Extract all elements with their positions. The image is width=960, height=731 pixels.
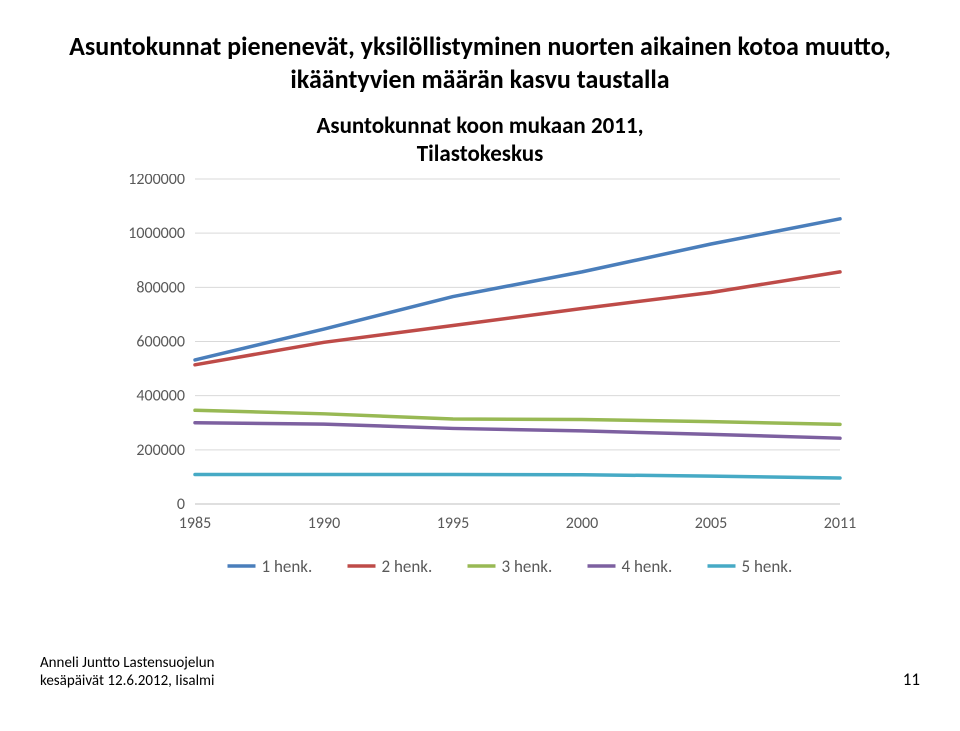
page-title: Asuntokunnat pienenevät, yksilöllistymin… [40, 30, 920, 95]
svg-text:2000: 2000 [566, 514, 598, 533]
footer: Anneli Juntto Lastensuojelun kesäpäivät … [40, 654, 920, 690]
svg-text:1200000: 1200000 [128, 174, 185, 189]
page-number: 11 [903, 669, 920, 690]
svg-text:400000: 400000 [136, 387, 185, 406]
chart-title: Asuntokunnat koon mukaan 2011, Tilastoke… [100, 113, 860, 168]
footer-author-line2: kesäpäivät 12.6.2012, Iisalmi [40, 672, 214, 690]
line-chart: 0 200000 400000 600000 800000 1000000 1200000 1… [100, 174, 860, 584]
chart-title-line1: Asuntokunnat koon mukaan 2011, [316, 112, 643, 140]
svg-text:5 henk.: 5 henk. [742, 556, 793, 577]
svg-text:1985: 1985 [179, 514, 211, 533]
svg-text:0: 0 [177, 495, 185, 514]
svg-text:800000: 800000 [136, 279, 185, 298]
svg-text:1990: 1990 [308, 514, 340, 533]
chart-title-line2: Tilastokeskus [417, 140, 544, 168]
svg-text:1000000: 1000000 [128, 224, 185, 243]
footer-author-line1: Anneli Juntto Lastensuojelun [40, 654, 215, 672]
svg-text:1995: 1995 [437, 514, 469, 533]
svg-text:2 henk.: 2 henk. [382, 556, 433, 577]
chart-container: Asuntokunnat koon mukaan 2011, Tilastoke… [100, 113, 860, 584]
page-title-line2: ikääntyvien määrän kasvu taustalla [290, 63, 669, 95]
page-title-line1: Asuntokunnat pienenevät, yksilöllistymin… [69, 30, 891, 62]
svg-text:200000: 200000 [136, 441, 185, 460]
svg-text:600000: 600000 [136, 333, 185, 352]
svg-text:1 henk.: 1 henk. [262, 556, 313, 577]
svg-text:4 henk.: 4 henk. [622, 556, 673, 577]
svg-text:3 henk.: 3 henk. [502, 556, 553, 577]
svg-text:2011: 2011 [824, 514, 856, 533]
svg-text:2005: 2005 [695, 514, 727, 533]
footer-left: Anneli Juntto Lastensuojelun kesäpäivät … [40, 654, 215, 690]
